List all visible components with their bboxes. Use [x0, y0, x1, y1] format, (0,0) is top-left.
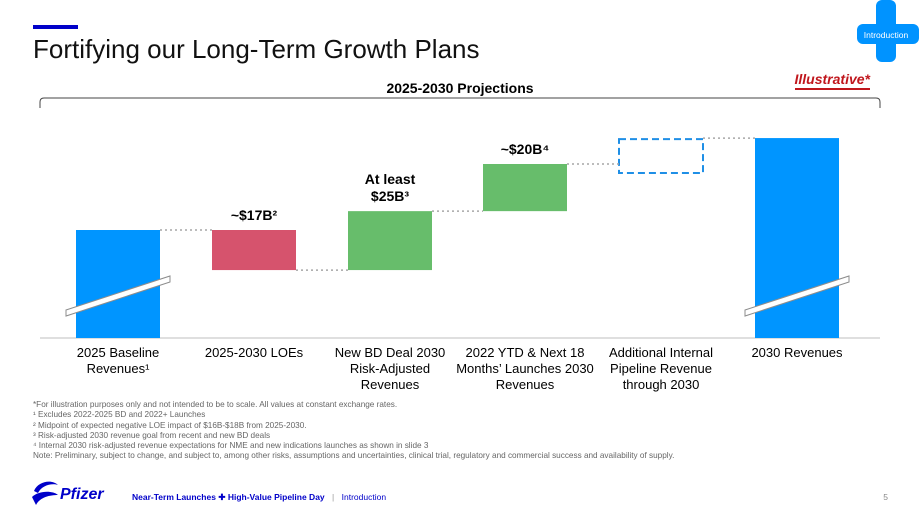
footer-section[interactable]: Introduction — [341, 492, 387, 502]
footnote-1: *For illustration purposes only and not … — [33, 400, 398, 409]
footnotes: *For illustration purposes only and not … — [33, 400, 893, 462]
category-label-4: 2022 YTD & Next 18 Months’ Launches 2030… — [456, 345, 594, 392]
projection-bracket — [39, 97, 881, 108]
footer-separator: | — [332, 492, 335, 502]
data-label-3: At least $25B³ — [364, 171, 416, 205]
footnote-2: ¹ Excludes 2022-2025 BD and 2022+ Launch… — [33, 410, 206, 420]
category-label-3: New BD Deal 2030 Risk-Adjusted Revenues — [334, 345, 446, 392]
category-label-6: 2030 Revenues — [751, 345, 843, 360]
axis-break-6 — [744, 275, 850, 317]
bar-2 — [212, 230, 296, 271]
bar-4 — [483, 164, 567, 212]
footnote-3: ² Midpoint of expected negative LOE impa… — [33, 420, 307, 430]
plus-icon: ✚ — [218, 492, 226, 502]
waterfall-chart — [39, 97, 881, 339]
category-label-2: 2025-2030 LOEs — [204, 345, 304, 360]
axis-break-1 — [65, 275, 171, 317]
footnote-4: ³ Risk-adjusted 2030 revenue goal from r… — [33, 430, 271, 440]
bar-3 — [348, 211, 432, 271]
footnote-5: ⁴ Internal 2030 risk-adjusted revenue ex… — [33, 441, 429, 451]
introduction-badge[interactable]: Introduction — [857, 0, 919, 62]
category-label-1: 2025 Baseline Revenues¹ — [76, 345, 160, 376]
chart-subtitle: 2025-2030 Projections — [386, 80, 534, 96]
footer-event: Near-Term Launches ✚ High-Value Pipeline… — [132, 492, 386, 503]
svg-text:Pfizer: Pfizer — [60, 486, 104, 503]
category-label-5: Additional Internal Pipeline Revenue thr… — [608, 345, 714, 392]
data-label-4: ~$20B⁴ — [500, 141, 550, 157]
page-title: Fortifying our Long-Term Growth Plans — [33, 34, 480, 64]
badge-label: Introduction — [864, 30, 909, 40]
page-number: 5 — [883, 492, 888, 502]
pfizer-logo: Pfizer — [32, 481, 104, 505]
bar-5 — [618, 138, 704, 174]
footer-event-part1: Near-Term Launches — [132, 492, 216, 502]
data-label-2: ~$17B² — [230, 207, 278, 223]
footnote-6: Note: Preliminary, subject to change, an… — [33, 451, 675, 461]
footer-event-part2: High-Value Pipeline Day — [227, 492, 325, 502]
illustrative-label: Illustrative* — [794, 71, 870, 90]
title-accent-bar — [33, 25, 78, 29]
